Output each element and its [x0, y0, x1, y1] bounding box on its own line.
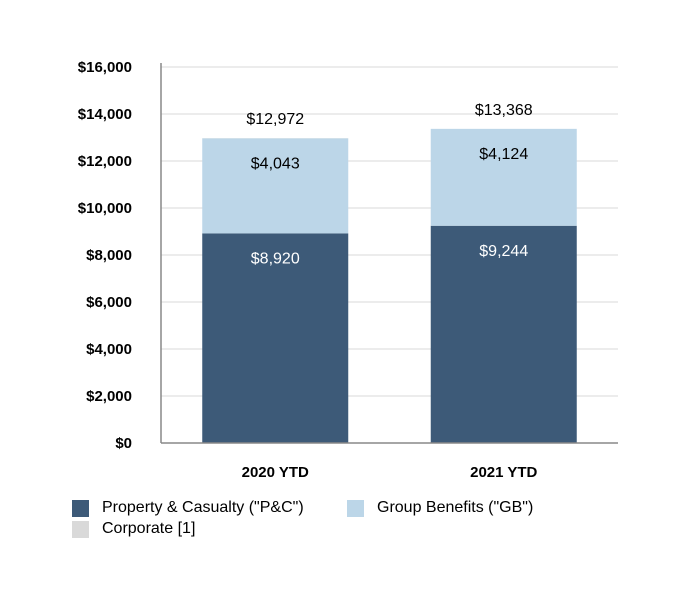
segment-value-label: $8,920 — [251, 250, 300, 267]
y-tick-label: $16,000 — [78, 59, 132, 76]
bar-segment — [430, 225, 577, 443]
legend-swatch-pc — [72, 499, 89, 517]
total-labels: $12,972 $13,368 — [246, 102, 532, 128]
y-axis-tick-labels: $0 $2,000 $4,000 $6,000 $8,000 $10,000 $12,000… — [78, 59, 132, 452]
y-tick-label: $8,000 — [86, 247, 132, 264]
x-category-label: 2020 YTD — [242, 464, 309, 481]
x-category-label: 2021 YTD — [470, 464, 537, 481]
total-value-label: $13,368 — [475, 102, 533, 119]
legend-swatch-gb — [347, 499, 364, 517]
y-tick-label: $14,000 — [78, 106, 132, 123]
legend-label-pc: Property & Casualty ("P&C") — [102, 499, 304, 516]
segment-value-label: $4,043 — [251, 155, 300, 172]
axes — [160, 63, 618, 444]
legend-swatch-corporate — [72, 520, 89, 538]
bars — [202, 128, 577, 443]
y-tick-label: $12,000 — [78, 153, 132, 170]
bar-segment — [202, 138, 349, 234]
x-axis-category-labels: 2020 YTD 2021 YTD — [242, 464, 538, 481]
bar-segment — [202, 233, 349, 443]
legend-label-corporate: Corporate [1] — [102, 520, 196, 537]
segment-labels: $8,920 $4,043 $9,244 $4,124 — [251, 146, 529, 268]
y-tick-label: $0 — [115, 435, 132, 452]
legend-label-gb: Group Benefits ("GB") — [377, 499, 534, 516]
segment-value-label: $4,124 — [479, 146, 528, 163]
y-tick-label: $2,000 — [86, 388, 132, 405]
segment-value-label: $9,244 — [479, 243, 528, 260]
total-value-label: $12,972 — [246, 111, 304, 128]
legend-item-pc: Property & Casualty ("P&C") — [72, 499, 304, 517]
legend-item-corporate: Corporate [1] — [72, 520, 195, 538]
y-tick-label: $4,000 — [86, 341, 132, 358]
legend-item-gb: Group Benefits ("GB") — [347, 499, 533, 517]
bar-segment — [430, 128, 577, 226]
y-tick-label: $6,000 — [86, 294, 132, 311]
y-tick-label: $10,000 — [78, 200, 132, 217]
